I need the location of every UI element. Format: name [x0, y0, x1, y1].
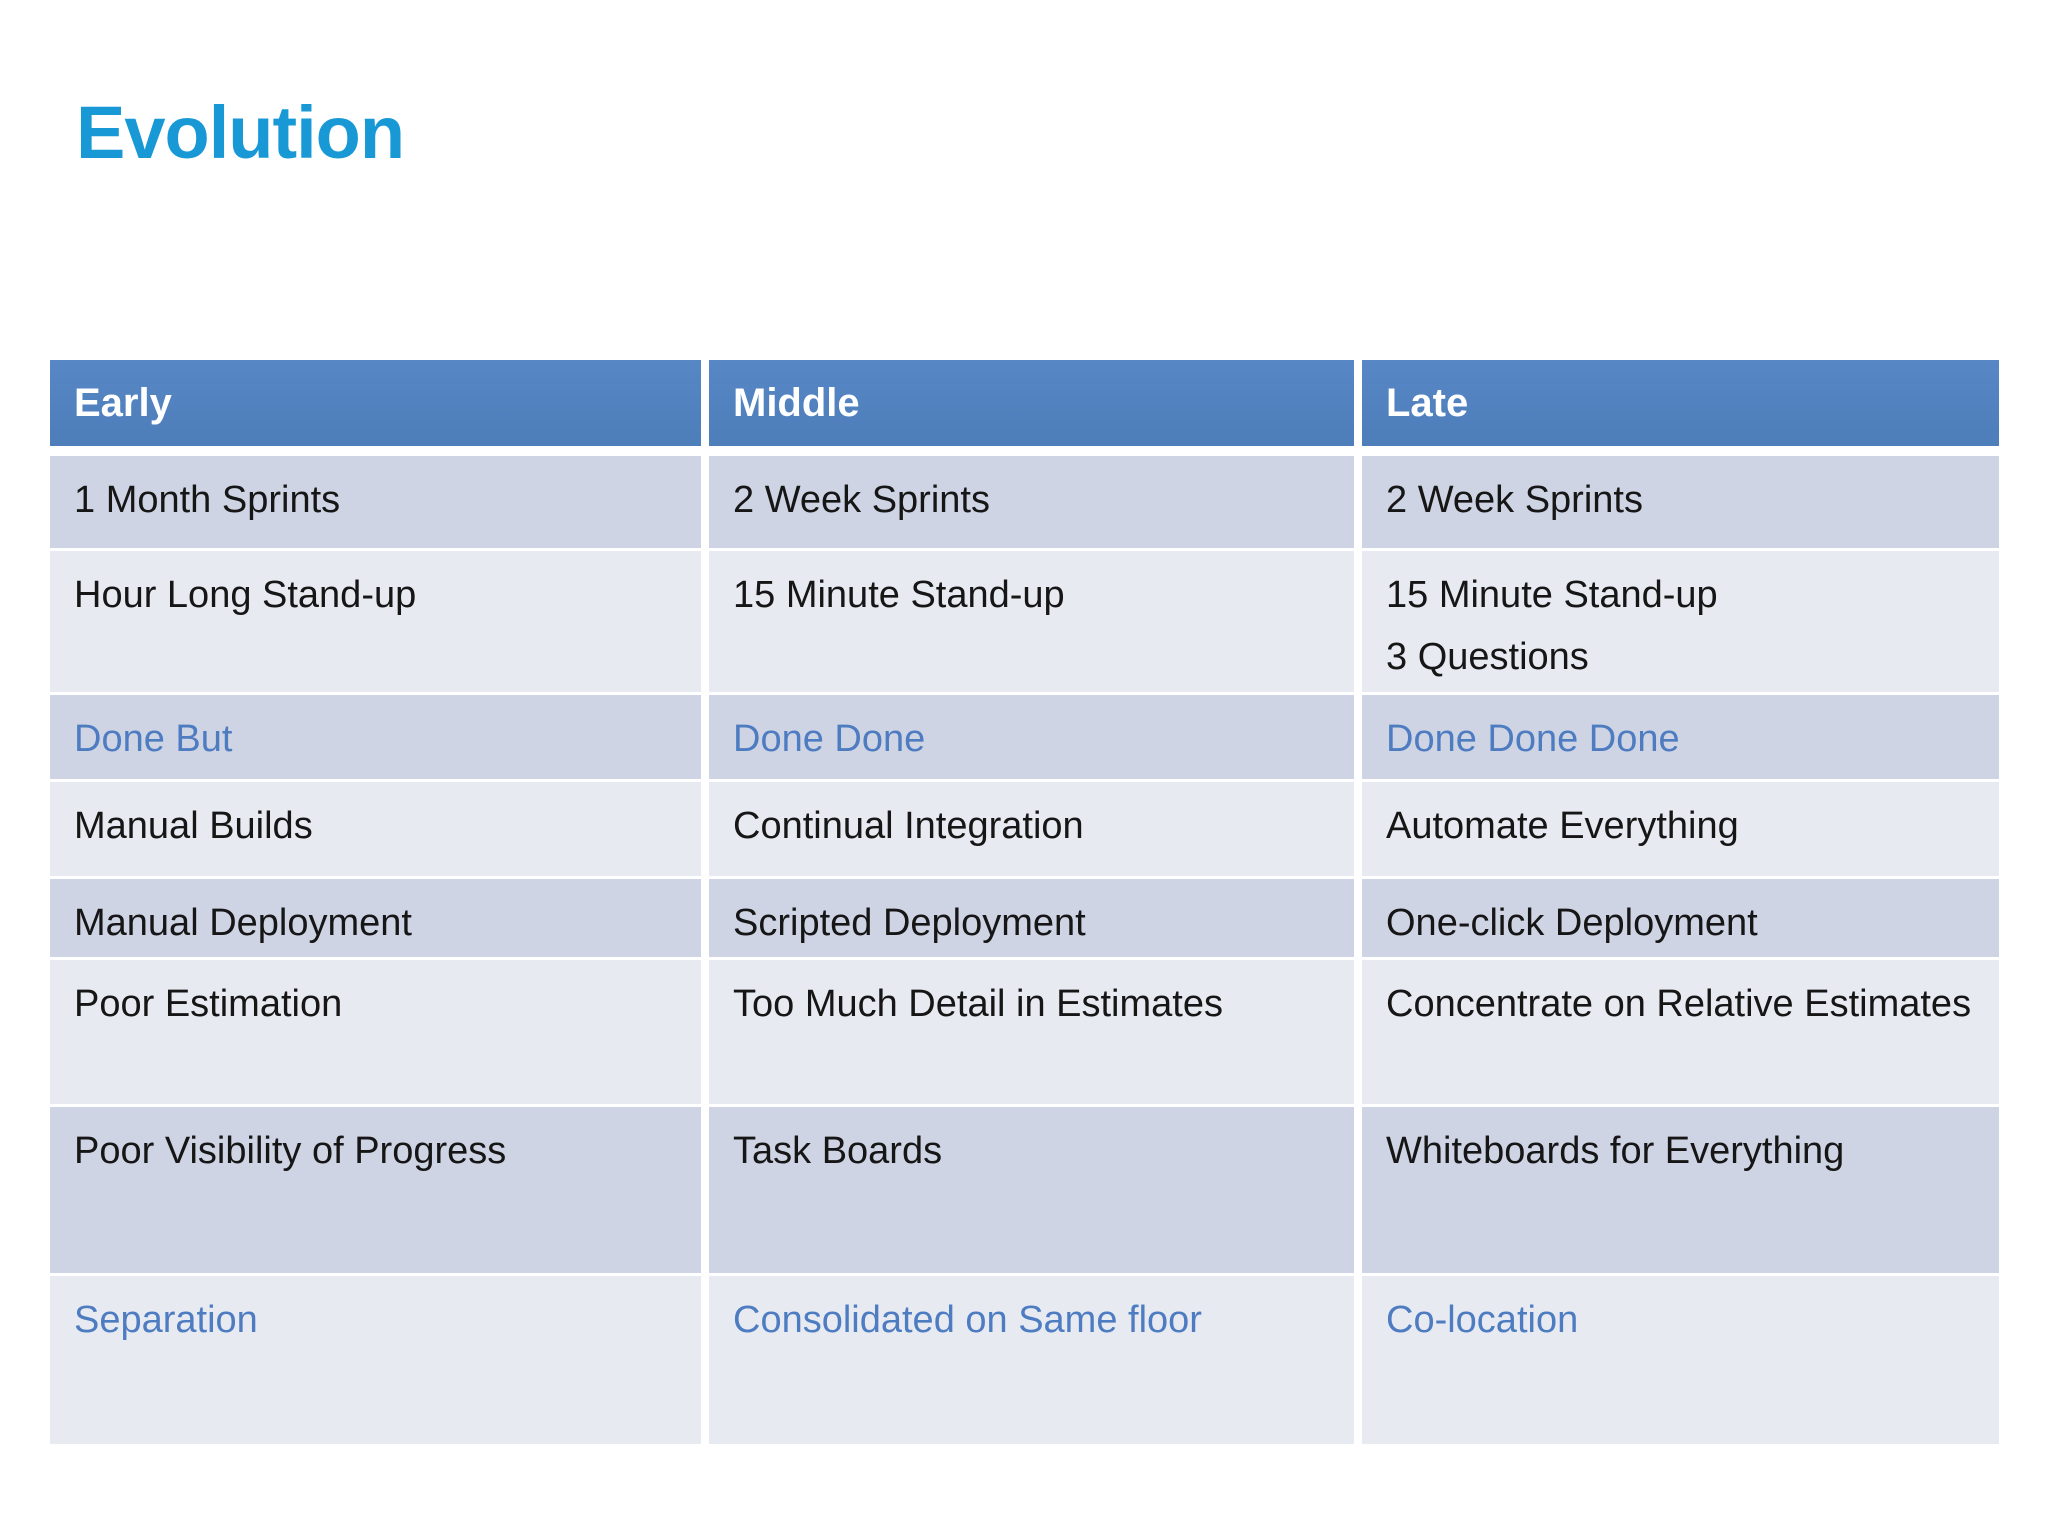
- table-cell: Done Done Done: [1362, 695, 1999, 779]
- table-cell: One-click Deployment: [1362, 879, 1999, 957]
- column-header-late: Late: [1362, 360, 1999, 446]
- table-cell: Consolidated on Same floor: [709, 1276, 1354, 1444]
- table-cell: Co-location: [1362, 1276, 1999, 1444]
- table-cell: 2 Week Sprints: [1362, 456, 1999, 548]
- table-cell: Manual Builds: [50, 782, 701, 876]
- table-header-row: Early Middle Late: [50, 360, 1999, 446]
- table-cell: Concentrate on Relative Estimates: [1362, 960, 1999, 1104]
- table-cell: 15 Minute Stand-up: [709, 551, 1354, 692]
- table-cell: Scripted Deployment: [709, 879, 1354, 957]
- table-cell: Whiteboards for Everything: [1362, 1107, 1999, 1273]
- column-header-middle: Middle: [709, 360, 1354, 446]
- table-row: Hour Long Stand-up 15 Minute Stand-up 15…: [50, 551, 1999, 692]
- table-row: Poor Estimation Too Much Detail in Estim…: [50, 960, 1999, 1104]
- table-cell: Done Done: [709, 695, 1354, 779]
- table-row: Poor Visibility of Progress Task Boards …: [50, 1107, 1999, 1273]
- table-cell: Task Boards: [709, 1107, 1354, 1273]
- table-cell: Too Much Detail in Estimates: [709, 960, 1354, 1104]
- table-cell: Poor Visibility of Progress: [50, 1107, 701, 1273]
- table-cell: 15 Minute Stand-up 3 Questions: [1362, 551, 1999, 692]
- table-row: Manual Deployment Scripted Deployment On…: [50, 879, 1999, 957]
- table-cell: 2 Week Sprints: [709, 456, 1354, 548]
- table-cell: Hour Long Stand-up: [50, 551, 701, 692]
- table-row: Manual Builds Continual Integration Auto…: [50, 782, 1999, 876]
- evolution-table: Early Middle Late 1 Month Sprints 2 Week…: [50, 360, 1999, 1444]
- table-cell: Separation: [50, 1276, 701, 1444]
- table-row: Separation Consolidated on Same floor Co…: [50, 1276, 1999, 1444]
- table-row: 1 Month Sprints 2 Week Sprints 2 Week Sp…: [50, 456, 1999, 548]
- table-cell: Poor Estimation: [50, 960, 701, 1104]
- table-cell: Done But: [50, 695, 701, 779]
- table-cell: Continual Integration: [709, 782, 1354, 876]
- page-title: Evolution: [76, 91, 405, 174]
- table-row: Done But Done Done Done Done Done: [50, 695, 1999, 779]
- column-header-early: Early: [50, 360, 701, 446]
- table-cell: Automate Everything: [1362, 782, 1999, 876]
- table-cell: 1 Month Sprints: [50, 456, 701, 548]
- table-cell: Manual Deployment: [50, 879, 701, 957]
